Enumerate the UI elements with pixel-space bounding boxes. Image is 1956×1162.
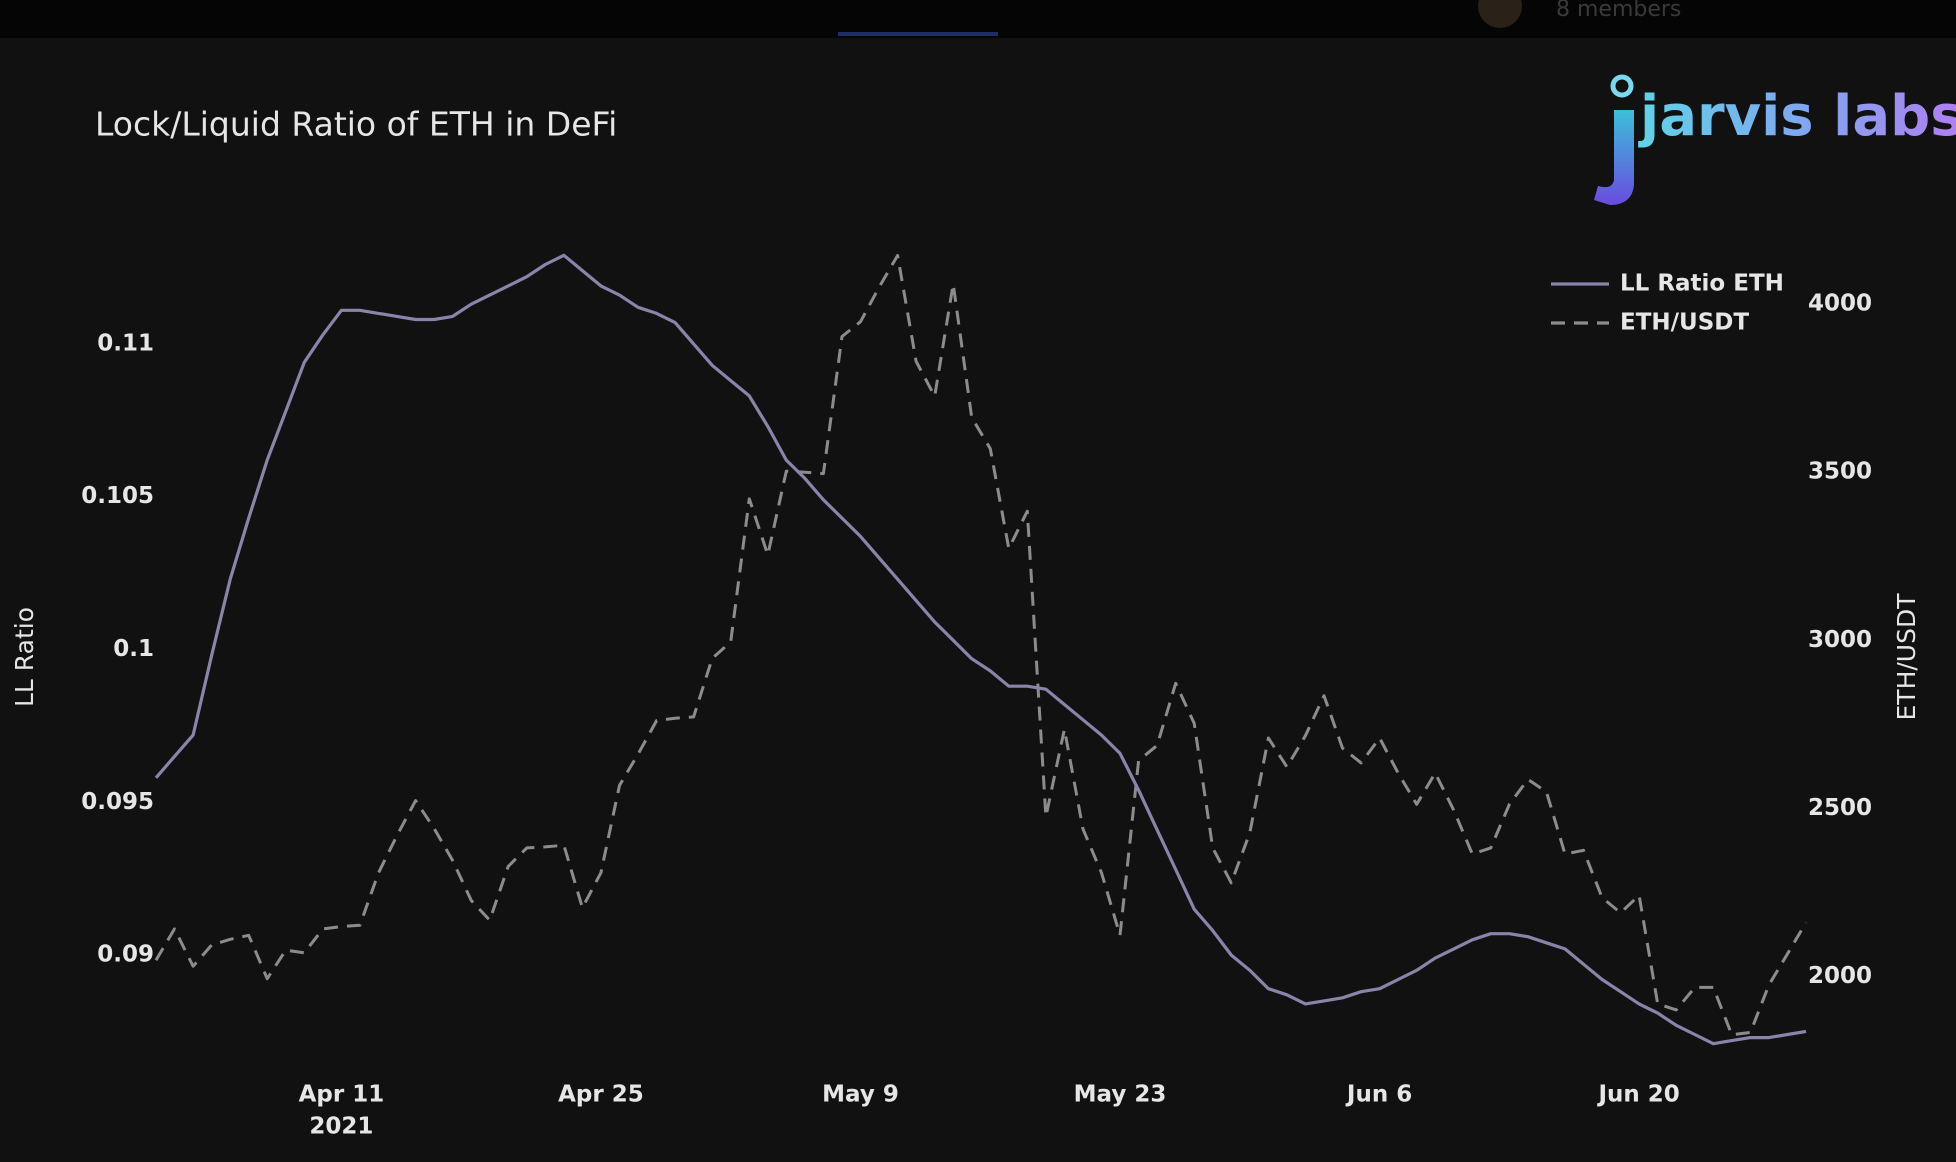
logo-dot [1610,74,1634,98]
logo-j [1594,110,1634,205]
series-line [154,254,1808,1037]
y-axis-title: LL Ratio [10,607,39,707]
y2-tick-label: 2000 [1808,963,1872,989]
legend-label: ETH/USDT [1620,310,1749,336]
members-count: 8 members [1556,0,1681,22]
chart-title: Lock/Liquid Ratio of ETH in DeFi [95,105,617,144]
logo-text: jarvis labs [1638,84,1956,149]
y2-axis-title: ETH/USDT [1892,593,1921,721]
x-tick-label: Apr 25 [558,1082,644,1108]
x-tick-label: May 23 [1074,1082,1167,1108]
series-line [154,253,1807,1046]
y-tick-label: 0.11 [97,330,154,356]
x-tick-label: Jun 20 [1596,1082,1679,1108]
y2-tick-label: 2500 [1808,795,1872,821]
browser-bar [0,0,1956,38]
y2-tick-label: 4000 [1808,291,1872,317]
y2-tick-label: 3500 [1808,459,1872,485]
x-tick-label: May 9 [822,1082,899,1108]
avatar [1478,0,1522,28]
y2-tick-label: 3000 [1808,627,1872,653]
y-tick-label: 0.105 [81,483,154,509]
y-tick-label: 0.09 [97,942,154,968]
x-tick-label: Apr 11 [299,1082,385,1108]
legend-label: LL Ratio ETH [1620,271,1784,297]
y-tick-label: 0.095 [81,789,154,815]
y-tick-label: 0.1 [113,636,154,662]
x-tick-label: Jun 6 [1345,1082,1412,1108]
x-year-label: 2021 [309,1114,373,1140]
tab-indicator [838,32,998,36]
